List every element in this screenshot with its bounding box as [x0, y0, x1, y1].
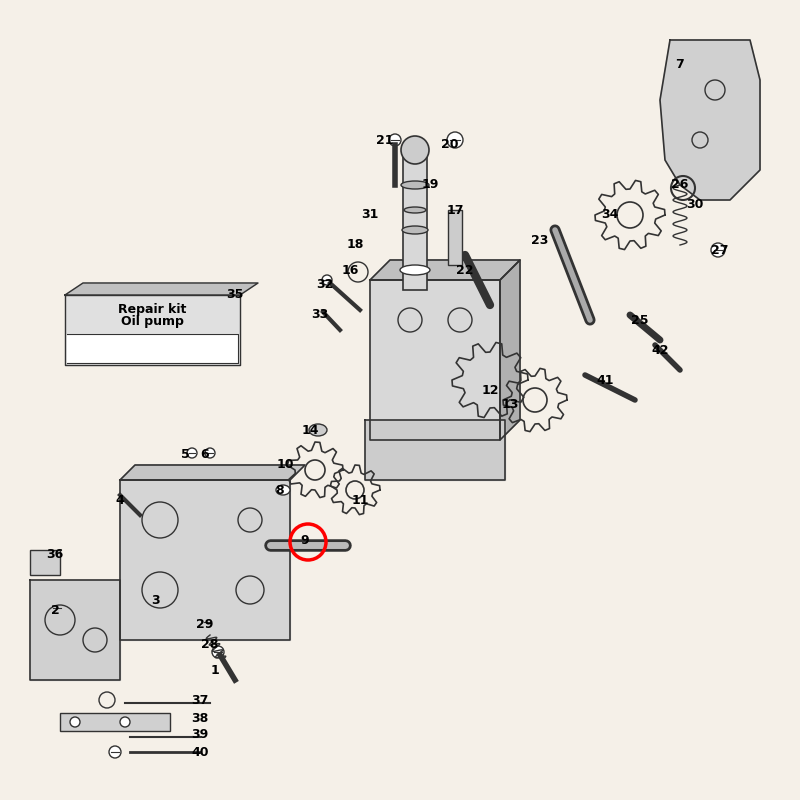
Text: 25: 25 — [631, 314, 649, 326]
Polygon shape — [65, 283, 258, 295]
Text: 41: 41 — [596, 374, 614, 386]
Text: 27: 27 — [711, 243, 729, 257]
Polygon shape — [500, 260, 520, 440]
Polygon shape — [370, 280, 500, 440]
Circle shape — [322, 275, 332, 285]
Text: 5: 5 — [181, 449, 190, 462]
Circle shape — [120, 717, 130, 727]
Text: 37: 37 — [191, 694, 209, 706]
Text: 36: 36 — [46, 549, 64, 562]
Text: 4: 4 — [116, 494, 124, 506]
Circle shape — [187, 448, 197, 458]
Text: 26: 26 — [671, 178, 689, 191]
Text: 7: 7 — [676, 58, 684, 71]
Ellipse shape — [404, 207, 426, 213]
Text: 18: 18 — [346, 238, 364, 251]
Polygon shape — [67, 334, 238, 363]
Polygon shape — [65, 295, 240, 365]
Text: 33: 33 — [311, 309, 329, 322]
Text: 8: 8 — [276, 483, 284, 497]
Text: 35: 35 — [226, 289, 244, 302]
Polygon shape — [660, 40, 760, 200]
Text: 29: 29 — [196, 618, 214, 631]
Text: 19: 19 — [422, 178, 438, 191]
Circle shape — [389, 134, 401, 146]
Bar — [60, 713, 170, 731]
Text: 3: 3 — [150, 594, 159, 606]
Text: 13: 13 — [502, 398, 518, 411]
Ellipse shape — [401, 181, 429, 189]
Text: 1: 1 — [210, 663, 219, 677]
Polygon shape — [365, 420, 505, 480]
Text: 38: 38 — [191, 711, 209, 725]
Text: 40: 40 — [191, 746, 209, 758]
Bar — [30, 550, 60, 575]
Text: 30: 30 — [686, 198, 704, 211]
Text: 17: 17 — [446, 203, 464, 217]
Text: 16: 16 — [342, 263, 358, 277]
Text: 34: 34 — [602, 209, 618, 222]
Circle shape — [51, 602, 63, 614]
Text: Oil pump: Oil pump — [121, 315, 184, 328]
Polygon shape — [30, 580, 120, 680]
Text: 22: 22 — [456, 263, 474, 277]
Ellipse shape — [276, 485, 290, 495]
Text: 20: 20 — [442, 138, 458, 151]
Text: 28: 28 — [202, 638, 218, 651]
Text: 6: 6 — [201, 449, 210, 462]
Circle shape — [205, 448, 215, 458]
Text: 9: 9 — [301, 534, 310, 546]
Circle shape — [202, 617, 212, 627]
Bar — [403, 150, 427, 290]
Polygon shape — [370, 260, 520, 280]
Circle shape — [401, 136, 429, 164]
Text: 31: 31 — [362, 209, 378, 222]
Text: 14: 14 — [302, 423, 318, 437]
Text: 2: 2 — [50, 603, 59, 617]
Ellipse shape — [400, 265, 430, 275]
Ellipse shape — [402, 226, 428, 234]
Circle shape — [711, 243, 725, 257]
Circle shape — [70, 717, 80, 727]
Text: 42: 42 — [651, 343, 669, 357]
Text: 23: 23 — [531, 234, 549, 246]
Circle shape — [212, 646, 224, 658]
Bar — [448, 210, 462, 265]
Text: 10: 10 — [276, 458, 294, 471]
Polygon shape — [120, 465, 305, 480]
Circle shape — [109, 746, 121, 758]
Text: 32: 32 — [316, 278, 334, 291]
Circle shape — [447, 132, 463, 148]
Text: 12: 12 — [482, 383, 498, 397]
Polygon shape — [120, 480, 290, 640]
Ellipse shape — [309, 424, 327, 436]
Text: 21: 21 — [376, 134, 394, 146]
Text: 39: 39 — [191, 729, 209, 742]
Text: 11: 11 — [351, 494, 369, 506]
Text: Repair kit: Repair kit — [118, 302, 186, 315]
